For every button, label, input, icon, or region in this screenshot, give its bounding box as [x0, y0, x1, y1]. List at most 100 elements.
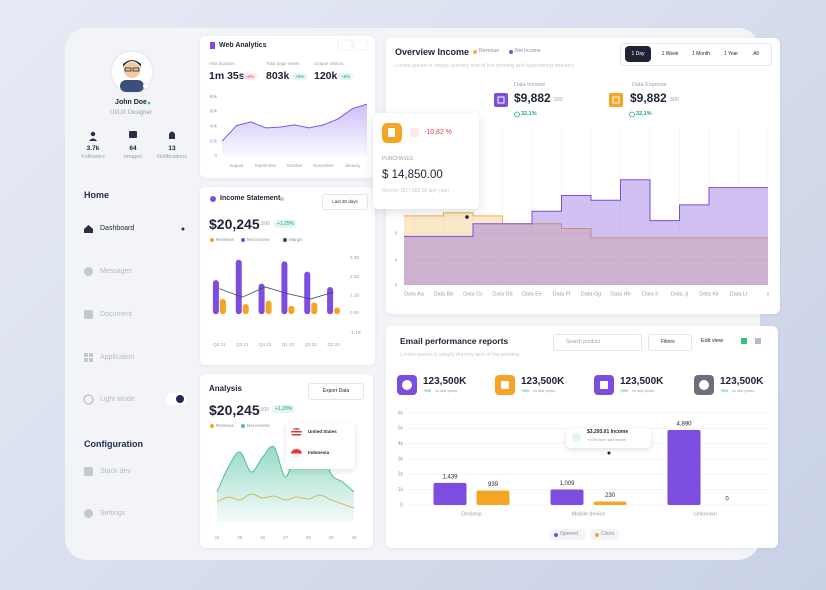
bar — [288, 305, 295, 315]
metric-label: Total page views — [266, 61, 300, 66]
metric-change: +5% — [338, 73, 354, 80]
edit-view[interactable]: Edit view — [701, 338, 724, 344]
legend-dot — [241, 238, 245, 242]
stat-change: +5% — [720, 388, 729, 393]
stat-note: vs last years — [533, 388, 556, 393]
user-role: UI/UX Designer — [110, 110, 152, 116]
card-title: Analysis — [209, 384, 242, 393]
y-tick-label: 0.08 — [350, 310, 359, 315]
y-tick-label: x — [395, 282, 398, 288]
legend-chip[interactable] — [549, 529, 586, 540]
search-box[interactable]: Search product — [553, 334, 642, 351]
x-tick-label: 26 — [260, 535, 266, 540]
stat-value: 123,500K — [521, 376, 565, 387]
tooltip-amount: $3,293.01 Income — [587, 429, 629, 435]
y-tick-label: 60k — [210, 109, 218, 114]
legend-chip[interactable] — [590, 529, 620, 540]
area-fill — [222, 104, 367, 156]
nav-item[interactable]: Application — [100, 354, 135, 361]
tab-bar — [620, 43, 772, 66]
stat-value: 3.7k — [86, 145, 100, 152]
nav-item[interactable]: Settings — [100, 510, 126, 517]
stat-cents: .500 — [669, 97, 679, 103]
change-icon — [410, 128, 419, 137]
web-icon — [210, 42, 215, 49]
x-tick-label: Data Ff — [552, 291, 571, 297]
tab[interactable]: 1 Week — [661, 51, 679, 57]
legend-label: Net income — [247, 423, 270, 428]
bar — [311, 302, 318, 315]
nav-item[interactable]: Light Mode — [100, 396, 135, 403]
bar — [593, 501, 627, 505]
expense-stat-glyph — [612, 96, 620, 104]
bar — [219, 298, 226, 315]
amount: $20,245 — [209, 402, 260, 418]
more-button[interactable] — [353, 39, 368, 51]
tooltip-point — [607, 451, 611, 455]
data-label: 0 — [725, 497, 729, 503]
stack-icon — [84, 467, 93, 476]
y-tick-label: 5k — [398, 426, 404, 432]
metric-label: Visit duration — [209, 61, 235, 66]
y-tick-label: 0 — [400, 502, 403, 508]
stat-change: +5% — [423, 388, 432, 393]
card-title: Web Analytics — [219, 42, 267, 49]
line — [219, 286, 334, 300]
nav-item[interactable]: Messages — [100, 268, 132, 275]
bar — [258, 283, 265, 315]
tab[interactable]: 1 Year — [723, 51, 739, 57]
line — [216, 443, 355, 493]
stat-label: Data Expense — [632, 82, 667, 88]
nav-item[interactable]: Dashboard — [100, 225, 135, 232]
stat-value: 123,500K — [423, 376, 467, 387]
legend-dot — [283, 238, 287, 242]
card-title: Income Statement — [220, 195, 281, 202]
metric-value: 1m 35s — [209, 70, 245, 82]
y-tick-label: -1.1B — [350, 330, 361, 335]
subtitle: Lorem ipsum is simply dummy text of the … — [395, 63, 575, 69]
x-tick-label: Data Kk — [699, 291, 719, 297]
popup-amount: $ 14,850.00 — [382, 169, 443, 181]
tab[interactable]: 1 Day — [631, 51, 645, 57]
x-tick-label: January — [344, 163, 361, 168]
application-icon — [84, 353, 93, 362]
stat-note: vs last years — [632, 388, 655, 393]
tab[interactable]: All — [753, 51, 759, 57]
legend-label: Clicks — [601, 531, 615, 537]
income-stat-icon — [494, 93, 508, 107]
y-tick-label: 2k — [398, 472, 404, 478]
stat-glyph — [402, 380, 412, 390]
legend-dot — [241, 424, 245, 428]
filters-button[interactable]: Filters — [648, 334, 692, 351]
active-dot — [181, 227, 185, 231]
legend-label: Revenue — [216, 423, 235, 428]
metric-value: 803k — [266, 70, 290, 82]
x-tick-label: Q4 21 — [259, 342, 272, 347]
bar — [281, 261, 288, 315]
list-view-icon[interactable] — [755, 338, 761, 344]
stat-note: vs last years — [732, 388, 755, 393]
stat-change: +5% — [521, 388, 530, 393]
user-name: John Doe — [115, 99, 147, 106]
followers-icon — [89, 138, 97, 141]
x-tick-label: Q1 22 — [282, 342, 295, 347]
stat-change: +5% — [620, 388, 629, 393]
tooltip-icon — [572, 433, 581, 442]
grid-view-icon[interactable] — [741, 338, 747, 344]
expand-button[interactable] — [337, 39, 353, 51]
amount-cents: .500 — [259, 407, 269, 413]
card-title: Overview Income — [395, 47, 470, 57]
data-label: 939 — [488, 482, 499, 488]
x-tick-label: Q3 22 — [327, 342, 340, 347]
nav-item[interactable]: Document — [100, 311, 132, 318]
area-fill — [404, 212, 768, 285]
period-select[interactable]: Last 30 days — [322, 194, 368, 210]
x-tick-label: Mobile device — [572, 511, 606, 517]
nav-item[interactable]: Stack dev — [100, 468, 131, 475]
export-button[interactable]: Export Data — [308, 383, 364, 400]
tab[interactable]: 1 Month — [691, 51, 711, 57]
legend-dot — [210, 424, 214, 428]
active-tab — [625, 46, 651, 62]
stat-glyph — [600, 381, 608, 389]
